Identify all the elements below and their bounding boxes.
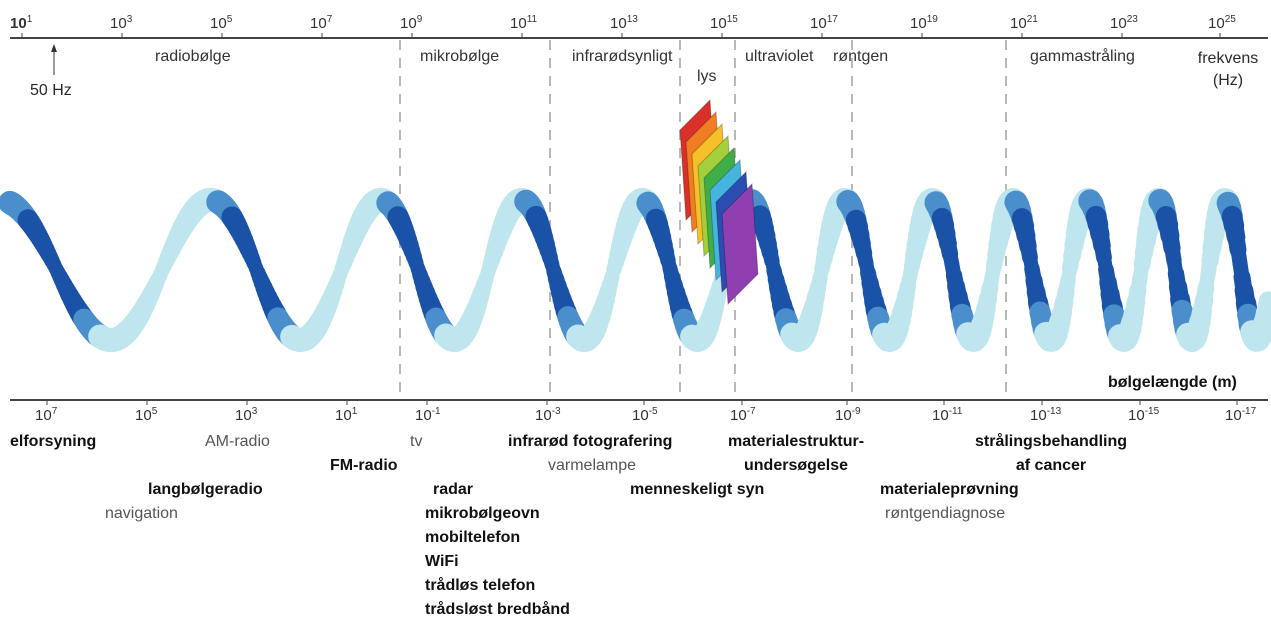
wavelength-tick-label-9: 10-11 — [932, 408, 962, 424]
wavelength-tick-label-5: 10-3 — [535, 408, 561, 424]
freq-tick-label-11: 1023 — [1110, 16, 1138, 32]
band-radio-label: radiobølge — [155, 48, 231, 66]
app-materialeprovning: materialeprøvning — [880, 478, 1019, 502]
wavelength-tick-label-4: 10-1 — [415, 408, 441, 424]
app-varmelampe: varmelampe — [548, 454, 636, 478]
app-radar: radar — [425, 478, 570, 502]
app-mikrobolgeovn: mikrobølgeovn — [425, 502, 570, 526]
wavelength-tick-label-6: 10-5 — [632, 408, 658, 424]
wave-segment — [1266, 301, 1268, 313]
app-micro-list: radar mikrobølgeovn mobiltelefon WiFi tr… — [425, 478, 570, 622]
app-elforsyning: elforsyning — [10, 430, 96, 454]
app-menneskeligt-syn: menneskeligt syn — [630, 478, 764, 502]
band-gamma-label: gammastråling — [1030, 48, 1135, 66]
app-tradlos-telefon: trådløs telefon — [425, 574, 570, 598]
app-straling: strålingsbehandling af cancer — [975, 430, 1127, 478]
freq-tick-label-3: 107 — [310, 16, 332, 32]
band-ultraviolet-label: ultraviolet — [745, 48, 813, 66]
marker-50hz-label: 50 Hz — [30, 82, 72, 100]
freq-tick-label-1: 103 — [110, 16, 132, 32]
app-materialestruktur: materialestruktur- undersøgelse — [728, 430, 864, 478]
freq-tick-label-0: 101 — [10, 16, 32, 32]
freq-tick-label-8: 1017 — [810, 16, 838, 32]
freq-tick-label-9: 1019 — [910, 16, 938, 32]
frequency-axis-label-line2: (Hz) — [1188, 70, 1268, 92]
band-micro-label: mikrobølge — [420, 48, 499, 66]
app-straling-line2: af cancer — [975, 454, 1127, 478]
app-straling-line1: strålingsbehandling — [975, 430, 1127, 454]
app-materialestruktur-line1: materialestruktur- — [728, 430, 864, 454]
app-materialestruktur-line2: undersøgelse — [728, 454, 864, 478]
frequency-axis-label-line1: frekvens — [1188, 48, 1268, 70]
freq-tick-label-10: 1021 — [1010, 16, 1038, 32]
frequency-axis-label: frekvens (Hz) — [1188, 48, 1268, 92]
freq-tick-label-6: 1013 — [610, 16, 638, 32]
app-tv: tv — [410, 430, 422, 454]
wavelength-tick-label-11: 10-15 — [1128, 408, 1159, 424]
band-infrared-label: infrarødsynligt — [572, 48, 672, 66]
app-fm-radio: FM-radio — [330, 454, 398, 478]
wavelength-tick-label-0: 107 — [35, 408, 57, 424]
app-tradslost-bredband: trådsløst bredbånd — [425, 598, 570, 622]
wavelength-tick-label-1: 105 — [135, 408, 157, 424]
freq-tick-label-7: 1015 — [710, 16, 738, 32]
marker-50hz-arrowhead — [51, 44, 57, 52]
wavelength-tick-label-12: 10-17 — [1225, 408, 1256, 424]
visible-light-prism — [680, 100, 758, 304]
wavelength-tick-label-7: 10-7 — [730, 408, 756, 424]
app-navigation: navigation — [105, 502, 178, 526]
freq-tick-label-4: 109 — [400, 16, 422, 32]
band-xray-label: røntgen — [833, 48, 888, 66]
app-infrarod-fotografering: infrarød fotografering — [508, 430, 672, 454]
freq-tick-label-12: 1025 — [1208, 16, 1236, 32]
app-mobiltelefon: mobiltelefon — [425, 526, 570, 550]
freq-tick-label-5: 1011 — [510, 16, 537, 32]
wavelength-tick-label-8: 10-9 — [835, 408, 861, 424]
wavelength-tick-label-2: 103 — [235, 408, 257, 424]
app-wifi: WiFi — [425, 550, 570, 574]
wavelength-tick-label-3: 101 — [335, 408, 357, 424]
app-am-radio: AM-radio — [205, 430, 270, 454]
freq-tick-label-2: 105 — [210, 16, 232, 32]
app-langbolgeradio: langbølgeradio — [148, 478, 263, 502]
band-visible-label: lys — [697, 68, 717, 86]
wavelength-tick-label-10: 10-13 — [1030, 408, 1061, 424]
wave-ribbon — [10, 200, 1268, 340]
wavelength-axis-label: bølgelængde (m) — [1108, 374, 1237, 392]
app-rontgendiagnose: røntgendiagnose — [885, 502, 1005, 526]
